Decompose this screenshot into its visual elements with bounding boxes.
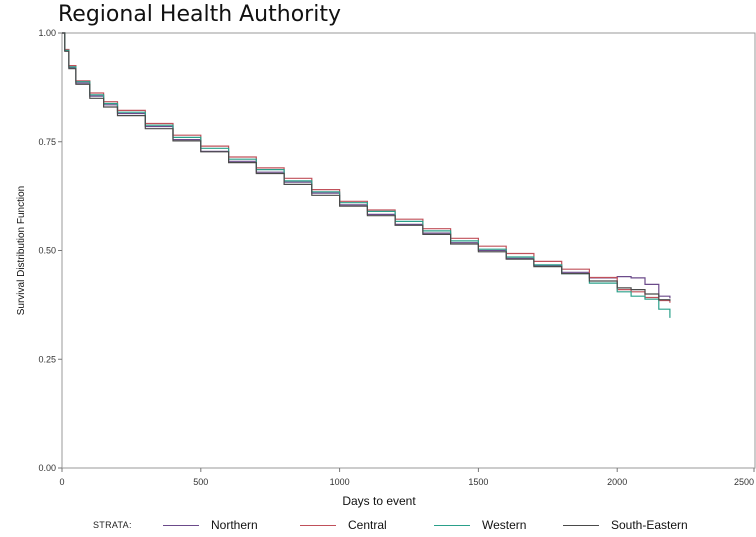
legend-swatch-northern [163,524,199,526]
x-tick-label: 0 [59,477,64,487]
y-tick-label: 1.00 [38,28,56,38]
legend-swatch-south-eastern [563,524,599,526]
x-axis-label: Days to event [342,494,416,508]
legend-swatch-western [434,524,470,526]
x-tick-label: 500 [193,477,208,487]
legend-item-western: Western [434,515,526,535]
series-line-central [62,32,671,303]
legend-item-central: Central [300,515,387,535]
legend-item-south-eastern: South-Eastern [563,515,688,535]
legend-label-northern: Northern [211,518,258,532]
legend-title: STRATA: [93,520,132,530]
x-tick-label: 2000 [607,477,627,487]
chart-title: Regional Health Authority [58,2,341,27]
series-group [62,32,671,318]
y-tick-label: 0.75 [38,137,56,147]
series-line-western [62,32,671,318]
legend: STRATA: Northern Central Western South-E… [0,515,756,537]
y-tick-label: 0.50 [38,246,56,256]
legend-label-central: Central [348,518,387,532]
y-tick-label: 0.00 [38,463,56,473]
series-line-south-eastern [62,32,671,301]
y-tick-label: 0.25 [38,354,56,364]
legend-label-western: Western [482,518,527,532]
x-tick-label: 1500 [468,477,488,487]
x-tick-label: 1000 [330,477,350,487]
plot-frame [61,32,756,469]
x-tick-label: 2500 [734,477,754,487]
x-axis: 0 500 1000 1500 2000 2500 [59,468,755,487]
y-axis: 0.00 0.25 0.50 0.75 1.00 [38,28,62,473]
legend-swatch-central [300,524,336,526]
survival-chart: 0.00 0.25 0.50 0.75 1.00 0 500 1000 1500 2000 250… [16,28,756,508]
series-line-northern [62,32,671,299]
legend-label-south-eastern: South-Eastern [611,518,688,532]
legend-item-northern: Northern [163,515,258,535]
y-axis-label: Survival Distribution Function [16,186,27,316]
